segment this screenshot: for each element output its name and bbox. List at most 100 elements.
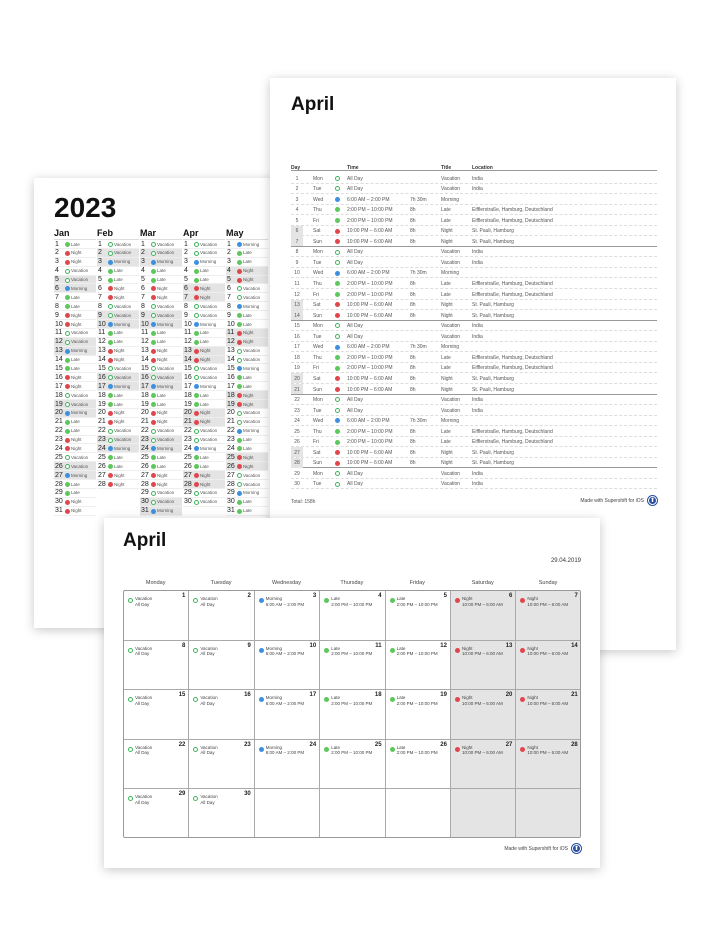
shift-time: 10:00 PM – 6:00 AM: [347, 460, 393, 467]
shift-label: Night: [200, 348, 211, 354]
shift-duration: 8h: [410, 439, 416, 446]
weekday: Mon: [313, 175, 323, 182]
vacation-shift-icon: [194, 499, 199, 505]
vacation-shift-icon: [335, 323, 340, 329]
day-number: 13: [98, 347, 106, 355]
shift-location: St. Pauli, Hamburg: [472, 449, 514, 456]
day-number: 12: [440, 642, 447, 649]
day-cell: 7 Late: [54, 293, 96, 303]
shift-location: Eifflerstraße, Hamburg, Deutschland: [472, 291, 553, 298]
day-number: 19: [55, 400, 63, 408]
morning-shift-icon: [194, 446, 199, 452]
late-shift-icon: [237, 259, 242, 265]
calendar-day-cell: 15 Vacation All Day: [124, 690, 190, 740]
day-number: 19: [141, 400, 149, 408]
day-number: 19: [184, 400, 192, 408]
day-cell: 30 Vacation: [183, 498, 225, 507]
shift-label: Night: [157, 357, 168, 363]
shift-time: 10:00 PM – 6:00 AM: [527, 601, 569, 607]
day-cell: 27 Vacation: [226, 471, 268, 481]
day-cell: 2 Night: [54, 249, 96, 258]
shift-label: Late: [157, 339, 166, 345]
year-title: 2023: [54, 192, 117, 223]
shift-location: St. Pauli, Hamburg: [472, 228, 514, 235]
late-shift-icon: [108, 339, 113, 345]
shift-title: Morning: [265, 695, 283, 701]
weekday: Tue: [313, 333, 322, 340]
shift-label: Vacation: [157, 303, 175, 309]
late-shift-icon: [108, 330, 113, 336]
month-calendar-page: April 29.04.2019 Monday Tuesday Wednesday T…: [104, 518, 600, 868]
vacation-shift-icon: [108, 375, 113, 381]
shift-label: Morning: [157, 321, 174, 327]
late-shift-icon: [389, 697, 395, 703]
shift-label: Night: [157, 419, 168, 425]
shift-label: Vacation: [200, 490, 218, 496]
day-number: 12: [141, 338, 149, 346]
vacation-shift-icon: [335, 260, 340, 266]
day-number: 7: [184, 293, 188, 301]
vacation-shift-icon: [237, 482, 242, 488]
shift-duration: 8h: [410, 302, 416, 309]
shift-label: Vacation: [243, 357, 261, 363]
shift-label: Vacation: [200, 312, 218, 318]
month-name: Jan: [54, 228, 96, 240]
shift-label: Morning: [71, 285, 88, 291]
late-shift-icon: [151, 330, 156, 336]
late-shift-icon: [65, 490, 70, 496]
day-number: 14: [291, 310, 303, 321]
night-shift-icon: [108, 410, 113, 416]
late-shift-icon: [194, 402, 199, 408]
late-shift-icon: [335, 217, 340, 223]
shift-label: Vacation: [243, 419, 261, 425]
night-shift-icon: [520, 647, 526, 653]
shift-label: Vacation: [200, 241, 218, 247]
vacation-shift-icon: [194, 366, 199, 372]
late-shift-icon: [324, 647, 330, 653]
vacation-shift-icon: [108, 242, 113, 247]
day-number: 30: [244, 791, 251, 798]
late-shift-icon: [194, 277, 199, 283]
shift-label: Late: [71, 294, 80, 300]
night-shift-icon: [237, 464, 242, 470]
day-cell: 13 Night: [97, 347, 139, 356]
day-number: 19: [294, 365, 300, 372]
day-cell: 27 Night: [97, 471, 139, 481]
shift-location: India: [472, 470, 483, 477]
late-shift-icon: [151, 339, 156, 345]
day-number: 8: [295, 249, 299, 256]
shift-time: 10:00 PM – 6:00 AM: [527, 651, 569, 657]
day-number: 3: [55, 258, 59, 266]
day-number: 7: [227, 293, 231, 301]
night-shift-icon: [151, 295, 156, 301]
shift-label: Morning: [157, 383, 174, 389]
shift-label: Morning: [157, 445, 174, 451]
shift-time: 10:00 PM – 6:00 AM: [347, 449, 393, 456]
day-number: 23: [141, 436, 149, 444]
weekday: Thu: [313, 428, 322, 435]
vacation-shift-icon: [128, 647, 133, 653]
shift-title: Late: [441, 354, 451, 361]
night-shift-icon: [65, 384, 70, 390]
day-cell: 17 Morning: [97, 382, 139, 392]
day-cell: 2 Vacation: [140, 248, 182, 258]
late-shift-icon: [324, 598, 330, 603]
shift-event: Late 2:00 PM – 10:00 PM: [331, 695, 372, 706]
day-number: 31: [55, 507, 63, 515]
shift-label: Night: [243, 392, 254, 398]
day-cell: 1 Late: [54, 240, 96, 249]
vacation-shift-icon: [151, 375, 156, 381]
shift-location: St. Pauli, Hamburg: [472, 386, 514, 393]
shift-time: 6:00 AM – 2:00 PM: [265, 651, 305, 657]
shift-label: Late: [114, 392, 123, 398]
shift-time: All Day: [347, 333, 363, 340]
vacation-shift-icon: [237, 295, 242, 301]
day-number: 6: [509, 593, 513, 599]
shift-label: Vacation: [157, 428, 175, 434]
shift-event: Late 2:00 PM – 10:00 PM: [331, 745, 372, 756]
calendar-day-cell: 5 Late 2:00 PM – 10:00 PM: [385, 591, 451, 641]
shift-event: Vacation All Day: [200, 695, 217, 706]
day-cell: 20 Night: [183, 408, 225, 418]
calendar-day-cell: 29 Vacation All Day: [124, 789, 190, 837]
morning-shift-icon: [335, 418, 340, 424]
